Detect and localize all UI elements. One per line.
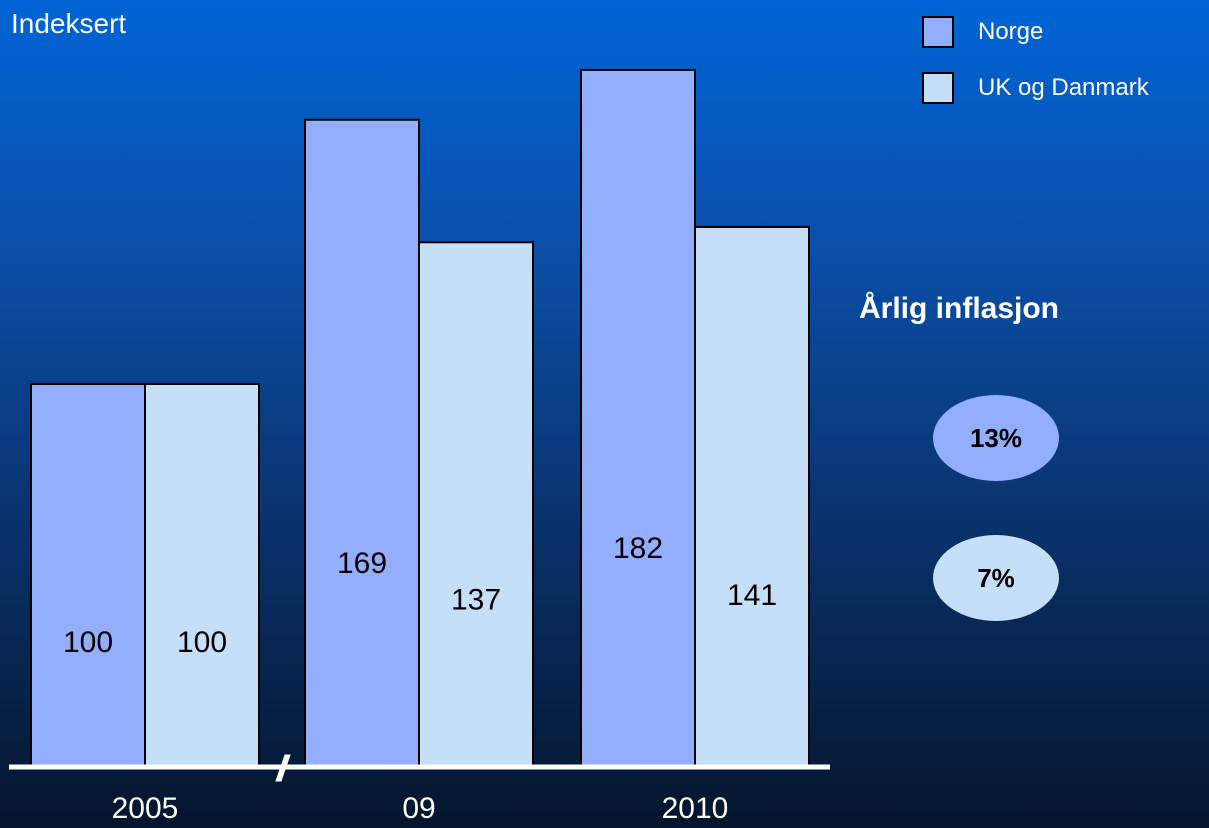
bar-norge-2010 bbox=[580, 68, 696, 768]
x-tick-label-2005: 2005 bbox=[112, 792, 179, 825]
legend-label-norge: Norge bbox=[978, 18, 1044, 45]
data-label-uk-2010: 141 bbox=[727, 579, 777, 612]
bar-norge-09 bbox=[304, 118, 420, 769]
legend-swatch-uk bbox=[922, 72, 954, 104]
bar-uk-2010 bbox=[694, 225, 810, 769]
legend: Norge UK og Danmark bbox=[922, 14, 1149, 126]
data-label-norge-09: 169 bbox=[337, 547, 387, 580]
x-tick-label-09: 09 bbox=[402, 792, 435, 825]
legend-label-uk: UK og Danmark bbox=[978, 74, 1149, 101]
data-label-uk-2005: 100 bbox=[177, 626, 227, 659]
data-label-uk-09: 137 bbox=[451, 584, 501, 617]
legend-swatch-norge bbox=[922, 16, 954, 48]
chart-subtitle: Indeksert bbox=[11, 8, 127, 39]
bar-uk-09 bbox=[418, 241, 534, 769]
inflation-title: Årlig inflasjon bbox=[859, 292, 1060, 325]
axis-break-marker bbox=[275, 754, 291, 782]
inflation-bubble-norge: 13% bbox=[933, 395, 1059, 481]
inflation-bubble-uk: 7% bbox=[933, 535, 1059, 621]
data-label-norge-2010: 182 bbox=[613, 532, 663, 565]
legend-item-uk: UK og Danmark bbox=[922, 70, 1149, 106]
legend-item-norge: Norge bbox=[922, 14, 1149, 50]
bar-norge-2005 bbox=[30, 383, 146, 768]
x-tick-label-2010: 2010 bbox=[662, 792, 729, 825]
bar-uk-2005 bbox=[144, 383, 260, 768]
data-label-norge-2005: 100 bbox=[63, 626, 113, 659]
